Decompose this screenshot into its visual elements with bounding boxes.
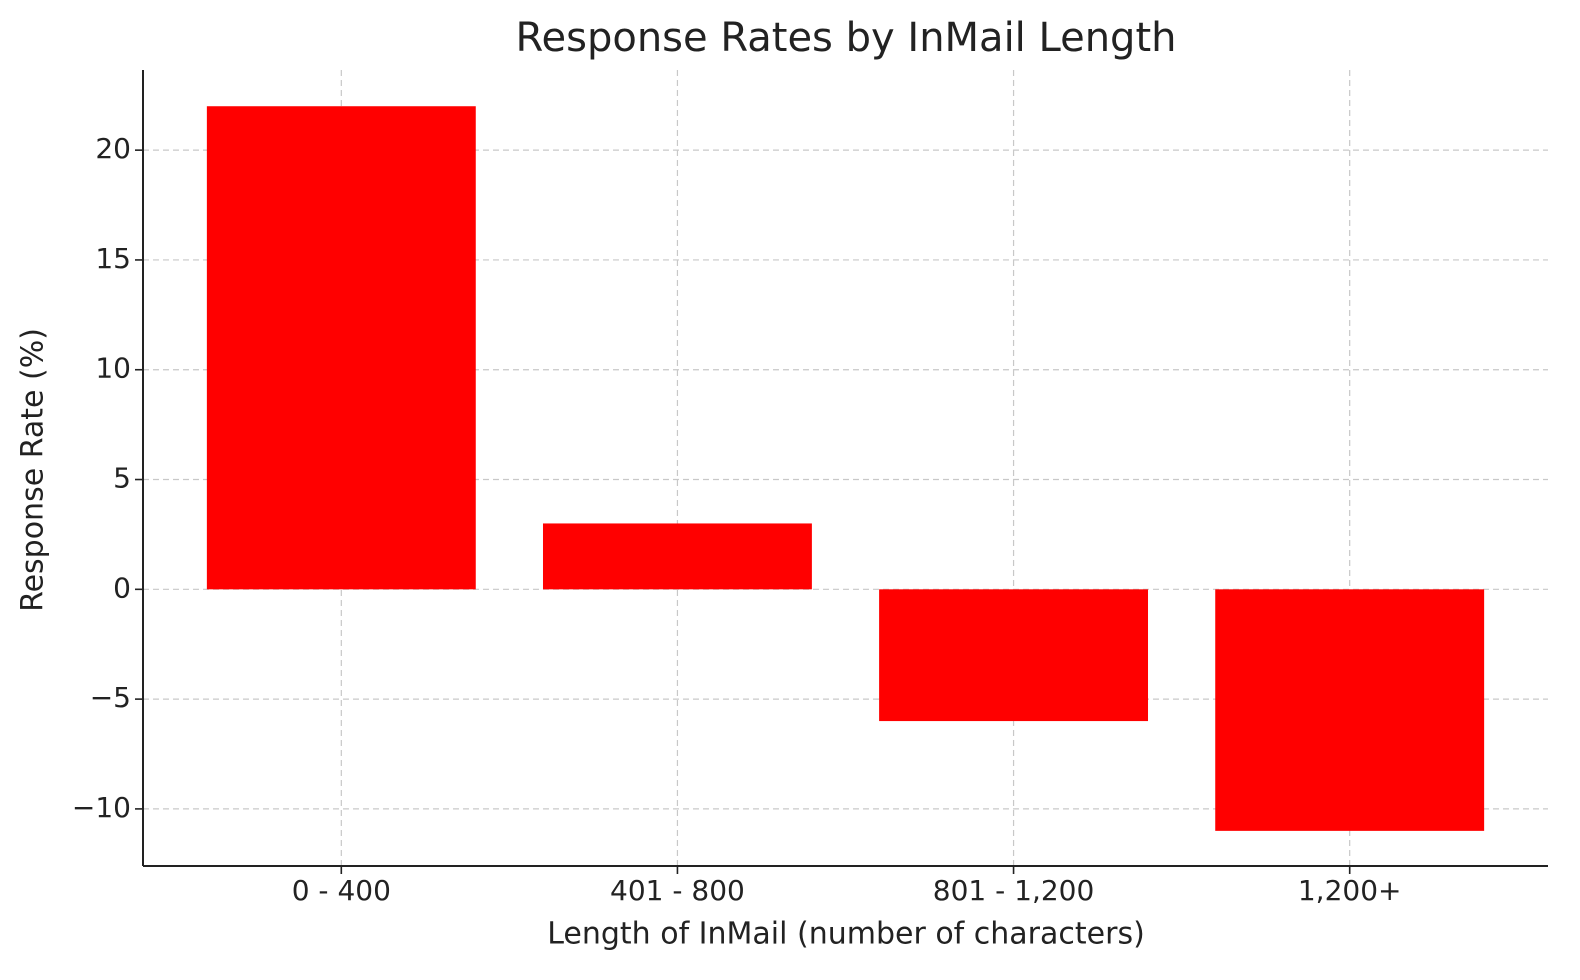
x-tick-label: 401 - 800 [610,874,745,907]
x-tick-label: 1,200+ [1298,874,1402,907]
y-axis-label: Response Rate (%) [16,328,51,612]
bar [206,106,476,590]
bar [879,589,1149,722]
y-tick-label: 5 [113,462,131,495]
bar [542,523,812,590]
y-tick-label: 20 [95,132,131,165]
x-tick-label: 801 - 1,200 [933,874,1095,907]
y-tick-label: 10 [95,352,131,385]
y-tick-label: −10 [72,791,131,824]
y-tick-label: 0 [113,571,131,604]
bar [1215,589,1485,831]
x-tick-label: 0 - 400 [292,874,391,907]
chart-title: Response Rates by InMail Length [516,15,1177,61]
y-tick-label: 15 [95,242,131,275]
x-axis-label: Length of InMail (number of characters) [547,917,1145,952]
y-tick-label: −5 [90,681,131,714]
